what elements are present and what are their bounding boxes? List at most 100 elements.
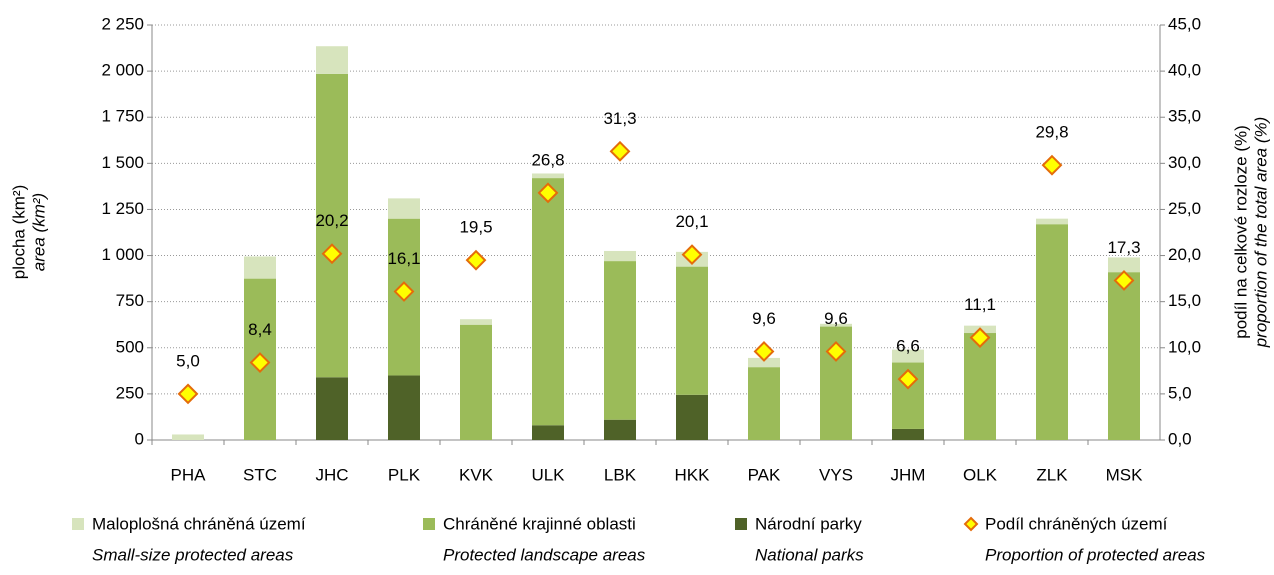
bar-segment (1108, 272, 1140, 440)
bar-segment (388, 198, 420, 219)
point (465, 249, 487, 271)
legend-label: Maloplošná chráněná území (92, 514, 306, 533)
bar-segment (892, 428, 924, 440)
y-axis-title: plocha (km²) (9, 185, 28, 279)
y2-axis-title-en: proportion of the total area (%) (1251, 117, 1270, 349)
bar-segment (1108, 257, 1140, 273)
point (609, 140, 631, 162)
data-label: 16,1 (387, 249, 420, 268)
y2-tick-label: 20,0 (1168, 245, 1201, 264)
point (753, 341, 775, 362)
bar-segment (748, 367, 780, 440)
y2-tick-label: 15,0 (1168, 291, 1201, 310)
data-label: 20,2 (315, 211, 348, 230)
bar-segment (604, 419, 636, 440)
bar-segment (1036, 218, 1068, 225)
point (681, 244, 703, 266)
data-label: 26,8 (531, 150, 564, 169)
x-tick-label: JHM (891, 465, 926, 484)
bar-segment (172, 434, 204, 440)
y2-axis-title: podíl na celkové rozloze (%) (1231, 125, 1250, 339)
bar-segment (604, 250, 636, 262)
data-label: 6,6 (896, 337, 920, 356)
legend-marker (963, 516, 979, 532)
y2-tick-label: 10,0 (1168, 337, 1201, 356)
point (321, 243, 343, 265)
data-label: 9,6 (752, 309, 776, 328)
y2-tick-label: 25,0 (1168, 199, 1201, 218)
x-tick-label: KVK (459, 465, 494, 484)
legend-label-en: National parks (755, 545, 864, 564)
data-label: 11,1 (964, 295, 996, 314)
data-label: 8,4 (248, 320, 272, 339)
legend-label: Podíl chráněných území (985, 514, 1168, 533)
point (825, 341, 847, 362)
y-tick-label: 1 500 (101, 153, 144, 172)
x-tick-label: JHC (315, 465, 348, 484)
x-tick-label: STC (243, 465, 277, 484)
y-tick-label: 0 (135, 429, 144, 448)
y-tick-label: 2 000 (101, 61, 144, 80)
y-tick-label: 2 250 (101, 14, 144, 33)
bar-segment (460, 319, 492, 325)
y2-tick-label: 30,0 (1168, 153, 1201, 172)
y-axis-title-en: area (km²) (29, 193, 48, 271)
data-label: 31,3 (603, 109, 636, 128)
point (969, 327, 991, 349)
legend-label: Národní parky (755, 514, 862, 533)
x-tick-label: PHA (171, 465, 207, 484)
bar-segment (316, 377, 348, 440)
y-tick-label: 750 (116, 291, 144, 310)
point (249, 352, 271, 373)
point (1041, 154, 1063, 176)
y2-tick-label: 5,0 (1168, 383, 1192, 402)
bar-segment (316, 46, 348, 74)
legend-label-en: Protected landscape areas (443, 545, 646, 564)
bar-segment (964, 333, 996, 440)
bar-segment (676, 266, 708, 395)
x-tick-label: ZLK (1036, 465, 1068, 484)
bar-segment (1036, 224, 1068, 440)
data-label: 9,6 (824, 309, 848, 328)
bar-segment (388, 375, 420, 440)
data-label: 5,0 (176, 351, 200, 370)
y-tick-label: 1 750 (101, 107, 144, 126)
point (393, 281, 415, 302)
x-tick-label: PLK (388, 465, 421, 484)
x-tick-label: LBK (604, 465, 637, 484)
y-tick-label: 250 (116, 383, 144, 402)
x-tick-label: OLK (963, 465, 998, 484)
bar-segment (820, 323, 852, 327)
point (1113, 270, 1135, 291)
data-label: 29,8 (1035, 123, 1068, 142)
y2-tick-label: 0,0 (1168, 429, 1192, 448)
x-tick-label: PAK (748, 465, 781, 484)
x-tick-label: HKK (675, 465, 711, 484)
y-tick-label: 1 000 (101, 245, 144, 264)
legend-marker (423, 518, 435, 530)
bar-segment (748, 357, 780, 368)
point (177, 383, 199, 405)
y-tick-label: 500 (116, 337, 144, 356)
point (897, 368, 919, 390)
legend-marker (72, 518, 84, 530)
legend-label: Chráněné krajinné oblasti (443, 514, 636, 533)
y-tick-label: 1 250 (101, 199, 144, 218)
bar-segment (460, 324, 492, 440)
point (537, 182, 559, 204)
bar-segment (316, 73, 348, 378)
bar-segment (532, 173, 564, 179)
x-tick-label: VYS (819, 465, 853, 484)
legend-marker (735, 518, 747, 530)
data-label: 19,5 (459, 218, 492, 237)
bar-segment (604, 261, 636, 420)
data-label: 17,3 (1107, 238, 1140, 257)
x-tick-label: MSK (1106, 465, 1144, 484)
bar-segment (244, 256, 276, 279)
bar-segment (532, 178, 564, 426)
legend-label-en: Small-size protected areas (92, 545, 294, 564)
bar-segment (892, 349, 924, 363)
bar-segment (676, 394, 708, 440)
y2-tick-label: 45,0 (1168, 14, 1201, 33)
